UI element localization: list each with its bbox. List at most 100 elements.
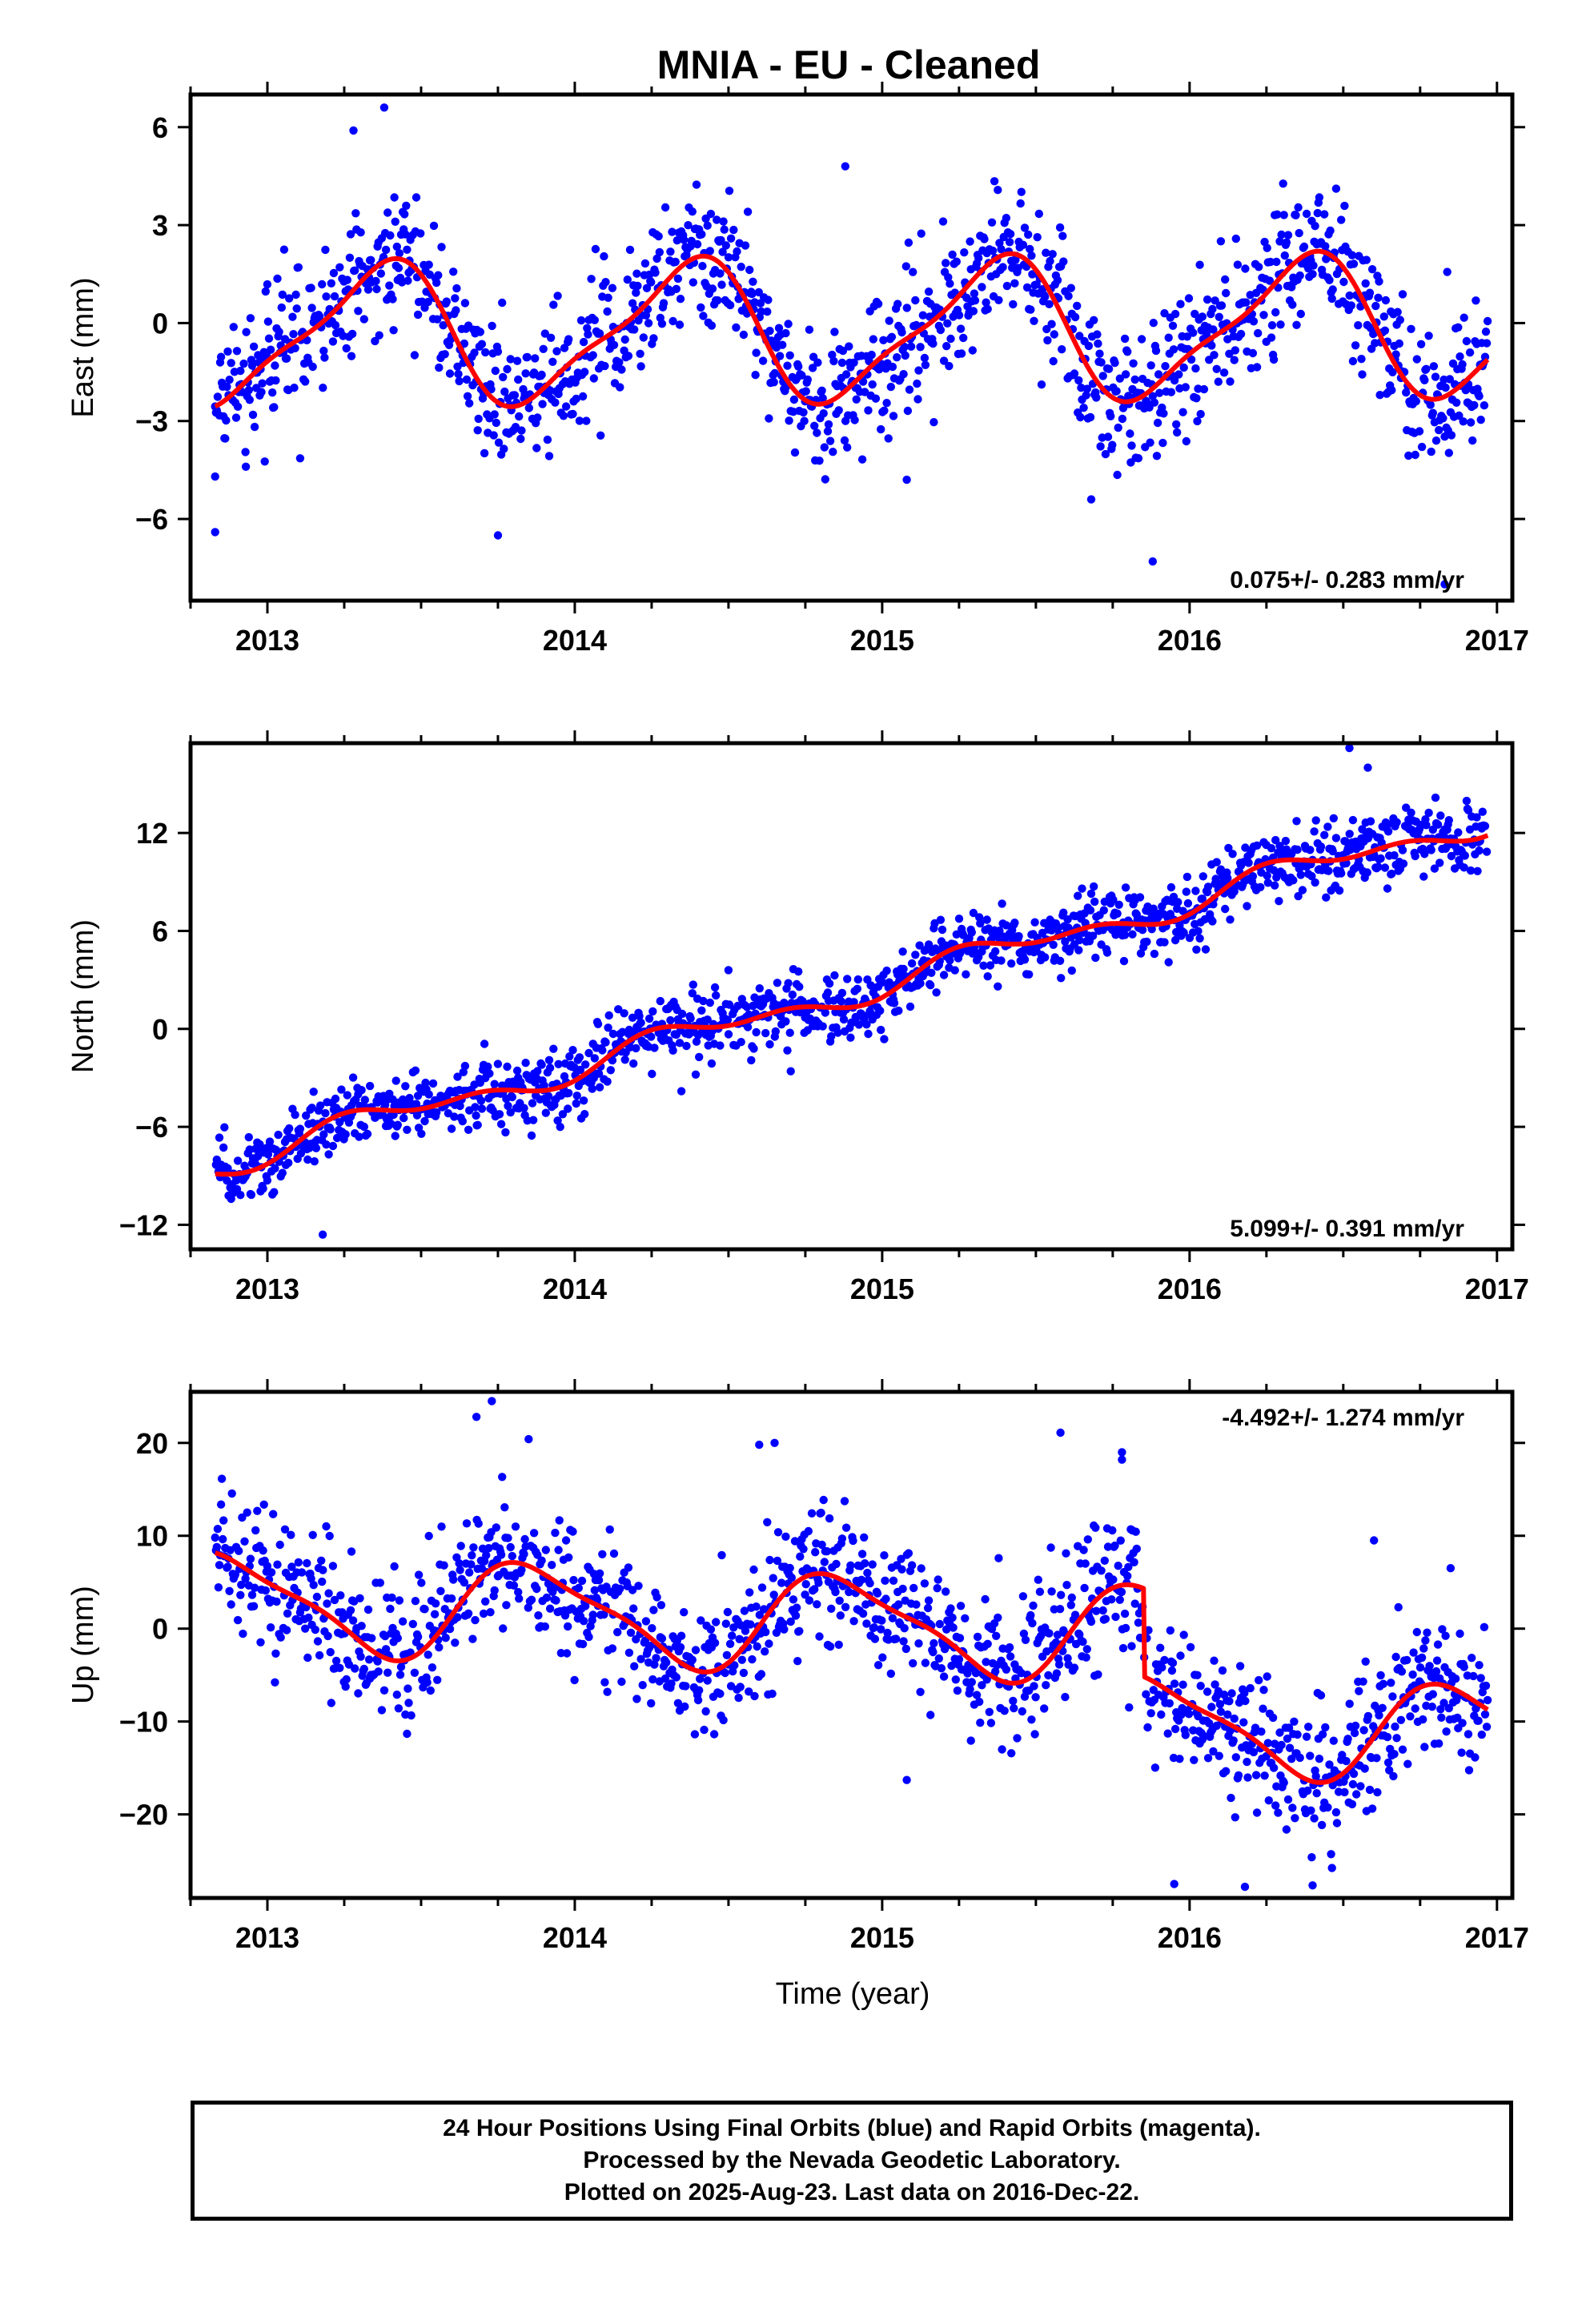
data-point — [1090, 897, 1099, 907]
data-point — [237, 1580, 246, 1590]
data-point — [439, 321, 448, 330]
data-point — [1079, 1546, 1088, 1554]
data-point — [220, 1123, 229, 1132]
data-point — [1108, 1526, 1117, 1535]
data-point — [1323, 1803, 1332, 1812]
data-point — [469, 1543, 478, 1552]
data-point — [775, 352, 785, 360]
data-point — [858, 1609, 868, 1618]
data-point — [241, 448, 250, 456]
data-point — [531, 354, 540, 363]
data-point — [1355, 1687, 1363, 1695]
data-point — [266, 345, 275, 354]
data-point — [472, 1111, 480, 1120]
data-point — [765, 414, 773, 423]
data-point — [414, 1570, 424, 1579]
data-point — [1331, 834, 1341, 842]
data-point — [462, 375, 472, 384]
data-point — [402, 201, 411, 211]
data-point — [1018, 1707, 1027, 1716]
data-point — [1411, 396, 1421, 406]
data-point — [468, 1551, 476, 1560]
data-point — [445, 1624, 455, 1634]
data-point — [898, 947, 907, 956]
data-point — [386, 231, 395, 240]
data-point — [801, 387, 810, 396]
data-point — [1269, 355, 1279, 364]
data-point — [1119, 956, 1129, 966]
data-point — [1439, 1699, 1448, 1707]
data-point — [1048, 250, 1057, 259]
data-point — [375, 331, 383, 340]
data-point — [821, 1008, 830, 1017]
data-point — [1208, 304, 1217, 314]
data-point — [846, 1561, 855, 1570]
data-point — [726, 234, 736, 243]
data-point — [347, 1547, 356, 1556]
data-point — [1084, 341, 1094, 351]
data-point — [1116, 1536, 1126, 1545]
data-point — [765, 327, 774, 336]
data-point — [789, 1595, 798, 1604]
data-point — [1458, 1719, 1467, 1727]
data-point — [302, 1111, 311, 1120]
data-point — [1138, 926, 1147, 935]
data-point — [857, 455, 867, 464]
data-point — [649, 1606, 658, 1614]
data-point — [1230, 1714, 1239, 1723]
data-point — [647, 1699, 656, 1708]
data-point — [880, 406, 889, 415]
data-point — [926, 1711, 935, 1719]
data-point — [233, 1156, 243, 1165]
data-point — [1121, 370, 1130, 379]
data-point — [390, 1562, 399, 1571]
data-point — [294, 1558, 303, 1567]
data-point — [572, 1099, 580, 1108]
data-point — [623, 275, 632, 284]
data-point — [581, 1060, 590, 1069]
data-point — [649, 334, 658, 343]
data-point — [400, 210, 409, 219]
data-point — [836, 1611, 845, 1620]
data-point — [1124, 1562, 1133, 1572]
y-tick-label: 12 — [136, 817, 168, 850]
data-point — [662, 1658, 671, 1667]
data-point — [843, 975, 852, 983]
data-point — [817, 1540, 826, 1550]
data-point — [905, 1002, 915, 1011]
data-point — [654, 231, 663, 241]
data-point — [1129, 359, 1138, 368]
data-point — [1248, 872, 1258, 881]
data-point — [1392, 1734, 1401, 1743]
data-point — [532, 444, 541, 452]
x-tick-label: 2016 — [1158, 1921, 1222, 1954]
data-point — [797, 371, 806, 380]
data-point — [699, 996, 708, 1006]
data-point — [271, 361, 279, 370]
data-point — [1160, 938, 1169, 947]
data-point — [609, 1549, 619, 1558]
data-point — [689, 278, 697, 287]
data-point — [1243, 1757, 1251, 1767]
data-point — [1388, 368, 1397, 376]
data-point — [564, 1622, 572, 1631]
data-point — [636, 362, 645, 371]
data-point — [548, 357, 557, 366]
data-point — [377, 1706, 387, 1715]
data-point — [725, 1000, 734, 1009]
data-point — [672, 284, 681, 293]
data-point — [894, 1006, 903, 1015]
data-point — [376, 269, 385, 278]
data-point — [732, 323, 741, 332]
data-point — [283, 1609, 292, 1618]
data-point — [429, 221, 439, 231]
y-tick-label: −10 — [119, 1706, 168, 1739]
data-point — [261, 1586, 270, 1595]
data-point — [1329, 814, 1339, 822]
data-point — [717, 1550, 726, 1560]
data-point — [873, 1589, 882, 1598]
data-point — [492, 418, 500, 428]
data-point — [936, 325, 946, 335]
data-point — [537, 370, 546, 380]
data-point — [820, 443, 829, 452]
